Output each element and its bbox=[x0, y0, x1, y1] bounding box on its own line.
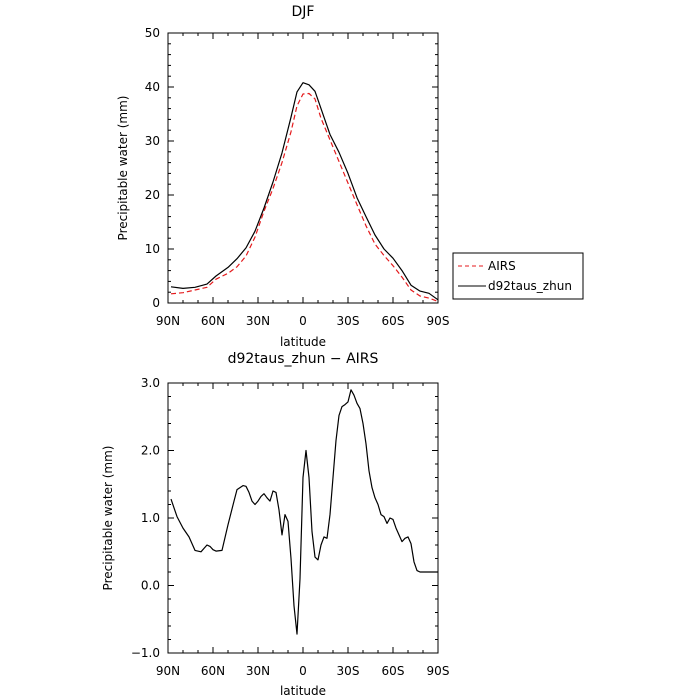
djf-chart-panel: DJF 0 10 20 30 40 50 90N 60N 30N 0 30S 60S 90S lati… bbox=[116, 4, 584, 349]
difference-chart-panel: d92taus_zhun − AIRS −1.0 0.0 1.0 2.0 3.0 90N… bbox=[101, 351, 449, 698]
series-lines bbox=[170, 389, 438, 635]
x-tick-label: 90N bbox=[156, 664, 180, 678]
x-axis: 90N 60N 30N 0 30S 60S 90S bbox=[156, 383, 450, 678]
y-tick-label: 0.0 bbox=[141, 579, 160, 593]
series-line-d92taus-zhun-airs bbox=[170, 389, 438, 635]
chart-title: DJF bbox=[292, 4, 315, 20]
y-tick-label: 2.0 bbox=[141, 444, 160, 458]
x-tick-label: 90N bbox=[156, 314, 180, 328]
x-axis-title: latitude bbox=[280, 684, 326, 698]
y-tick-label: 1.0 bbox=[141, 511, 160, 525]
y-tick-label: 40 bbox=[145, 80, 160, 94]
y-tick-label: 3.0 bbox=[141, 376, 160, 390]
y-tick-label: 30 bbox=[145, 134, 160, 148]
legend-label-model: d92taus_zhun bbox=[488, 279, 572, 293]
x-tick-label: 30S bbox=[337, 314, 360, 328]
series-line-airs bbox=[170, 92, 439, 302]
plot-frame bbox=[167, 382, 439, 654]
x-tick-label: 60S bbox=[382, 664, 405, 678]
x-axis-title: latitude bbox=[280, 335, 326, 349]
x-tick-label: 30N bbox=[246, 314, 270, 328]
chart-title: d92taus_zhun − AIRS bbox=[228, 351, 379, 367]
y-tick-label: 50 bbox=[145, 26, 160, 40]
series-line-d92taus-zhun bbox=[170, 82, 439, 301]
y-tick-label: 20 bbox=[145, 188, 160, 202]
x-tick-label: 0 bbox=[299, 314, 307, 328]
x-tick-label: 90S bbox=[427, 664, 450, 678]
y-axis-title: Precipitable water (mm) bbox=[101, 446, 115, 591]
y-axis-title: Precipitable water (mm) bbox=[116, 96, 130, 241]
plot-frame bbox=[167, 32, 439, 304]
x-tick-label: 0 bbox=[299, 664, 307, 678]
x-tick-label: 60S bbox=[382, 314, 405, 328]
x-tick-label: 60N bbox=[201, 664, 225, 678]
y-tick-label: 10 bbox=[145, 242, 160, 256]
x-tick-label: 60N bbox=[201, 314, 225, 328]
y-axis: −1.0 0.0 1.0 2.0 3.0 bbox=[131, 376, 438, 660]
y-axis: 0 10 20 30 40 50 bbox=[145, 26, 438, 310]
x-tick-label: 30S bbox=[337, 664, 360, 678]
x-tick-label: 30N bbox=[246, 664, 270, 678]
x-axis: 90N 60N 30N 0 30S 60S 90S bbox=[156, 33, 450, 328]
y-tick-label: 0 bbox=[152, 296, 160, 310]
x-tick-label: 90S bbox=[427, 314, 450, 328]
series-lines bbox=[170, 82, 439, 302]
legend-label-airs: AIRS bbox=[488, 259, 516, 273]
legend-box bbox=[452, 252, 584, 300]
legend: AIRS d92taus_zhun bbox=[452, 252, 584, 300]
y-tick-label: −1.0 bbox=[131, 646, 160, 660]
